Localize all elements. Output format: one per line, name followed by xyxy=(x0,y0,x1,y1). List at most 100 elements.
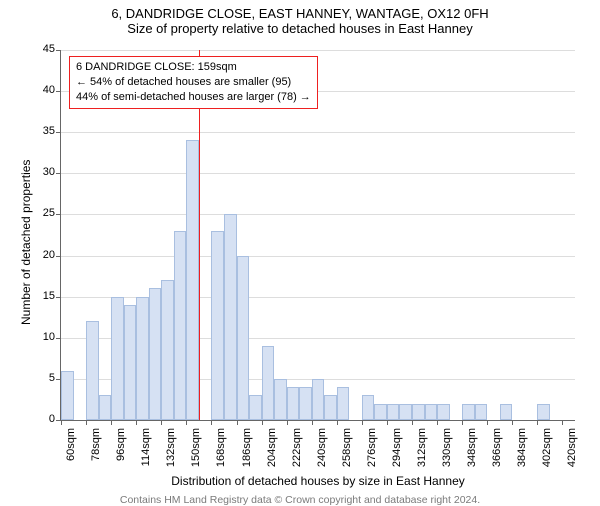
xtick-mark xyxy=(61,420,62,425)
x-axis-label: Distribution of detached houses by size … xyxy=(61,474,575,488)
ytick-mark xyxy=(56,91,61,92)
xtick-mark xyxy=(312,420,313,425)
bar xyxy=(124,305,137,420)
xtick-label: 276sqm xyxy=(366,428,378,472)
ytick-mark xyxy=(56,214,61,215)
chart-title-main: 6, DANDRIDGE CLOSE, EAST HANNEY, WANTAGE… xyxy=(0,6,600,21)
bar xyxy=(287,387,300,420)
bar xyxy=(425,404,438,420)
xtick-label: 294sqm xyxy=(391,428,403,472)
bar xyxy=(437,404,450,420)
bar xyxy=(475,404,488,420)
xtick-mark xyxy=(86,420,87,425)
xtick-mark xyxy=(237,420,238,425)
xtick-mark xyxy=(562,420,563,425)
bar xyxy=(174,231,187,420)
plot-area: 05101520253035404560sqm78sqm96sqm114sqm1… xyxy=(60,50,575,421)
ytick-mark xyxy=(56,173,61,174)
ytick-label: 0 xyxy=(33,413,55,425)
xtick-mark xyxy=(412,420,413,425)
xtick-mark xyxy=(287,420,288,425)
footer-attribution: Contains HM Land Registry data © Crown c… xyxy=(0,494,600,506)
y-axis-label: Number of detached properties xyxy=(19,160,33,325)
bar xyxy=(211,231,224,420)
bar xyxy=(299,387,312,420)
gridline xyxy=(61,132,575,133)
xtick-label: 96sqm xyxy=(115,428,127,472)
bar xyxy=(237,256,250,420)
bar xyxy=(61,371,74,420)
xtick-label: 312sqm xyxy=(416,428,428,472)
annotation-box: 6 DANDRIDGE CLOSE: 159sqm← 54% of detach… xyxy=(69,56,318,109)
xtick-mark xyxy=(337,420,338,425)
bar xyxy=(99,395,112,420)
bar xyxy=(337,387,350,420)
xtick-label: 168sqm xyxy=(215,428,227,472)
gridline xyxy=(61,214,575,215)
ytick-label: 5 xyxy=(33,372,55,384)
ytick-label: 40 xyxy=(33,84,55,96)
bar xyxy=(399,404,412,420)
bar xyxy=(186,140,199,420)
ytick-label: 35 xyxy=(33,125,55,137)
bar xyxy=(312,379,325,420)
bar xyxy=(374,404,387,420)
ytick-mark xyxy=(56,297,61,298)
ytick-mark xyxy=(56,50,61,51)
xtick-mark xyxy=(161,420,162,425)
ytick-label: 10 xyxy=(33,331,55,343)
bar xyxy=(500,404,513,420)
xtick-label: 420sqm xyxy=(566,428,578,472)
xtick-label: 186sqm xyxy=(241,428,253,472)
xtick-label: 60sqm xyxy=(65,428,77,472)
bar xyxy=(537,404,550,420)
footer-line: Contains HM Land Registry data © Crown c… xyxy=(0,494,600,506)
xtick-mark xyxy=(211,420,212,425)
xtick-label: 366sqm xyxy=(491,428,503,472)
bar xyxy=(387,404,400,420)
xtick-mark xyxy=(437,420,438,425)
xtick-mark xyxy=(537,420,538,425)
ytick-label: 20 xyxy=(33,249,55,261)
xtick-mark xyxy=(487,420,488,425)
bar xyxy=(462,404,475,420)
gridline xyxy=(61,256,575,257)
xtick-label: 78sqm xyxy=(90,428,102,472)
bar xyxy=(136,297,149,420)
chart-area: 05101520253035404560sqm78sqm96sqm114sqm1… xyxy=(60,50,574,420)
chart-title-sub: Size of property relative to detached ho… xyxy=(0,21,600,36)
bar xyxy=(262,346,275,420)
bar xyxy=(412,404,425,420)
ytick-label: 15 xyxy=(33,290,55,302)
xtick-mark xyxy=(462,420,463,425)
ytick-label: 30 xyxy=(33,166,55,178)
ytick-label: 45 xyxy=(33,43,55,55)
ytick-mark xyxy=(56,256,61,257)
gridline xyxy=(61,50,575,51)
annotation-line: 6 DANDRIDGE CLOSE: 159sqm xyxy=(76,60,311,75)
xtick-mark xyxy=(262,420,263,425)
xtick-label: 240sqm xyxy=(316,428,328,472)
xtick-mark xyxy=(186,420,187,425)
xtick-label: 132sqm xyxy=(165,428,177,472)
xtick-label: 402sqm xyxy=(541,428,553,472)
bar xyxy=(274,379,287,420)
bar xyxy=(161,280,174,420)
xtick-label: 222sqm xyxy=(291,428,303,472)
ytick-mark xyxy=(56,338,61,339)
xtick-label: 204sqm xyxy=(266,428,278,472)
bar xyxy=(149,288,162,420)
xtick-mark xyxy=(136,420,137,425)
xtick-label: 258sqm xyxy=(341,428,353,472)
ytick-mark xyxy=(56,132,61,133)
annotation-line: 44% of semi-detached houses are larger (… xyxy=(76,90,311,105)
xtick-label: 348sqm xyxy=(466,428,478,472)
xtick-mark xyxy=(111,420,112,425)
xtick-label: 384sqm xyxy=(516,428,528,472)
ytick-label: 25 xyxy=(33,207,55,219)
bar xyxy=(86,321,99,420)
bar xyxy=(111,297,124,420)
bar xyxy=(324,395,337,420)
gridline xyxy=(61,173,575,174)
bar xyxy=(249,395,262,420)
